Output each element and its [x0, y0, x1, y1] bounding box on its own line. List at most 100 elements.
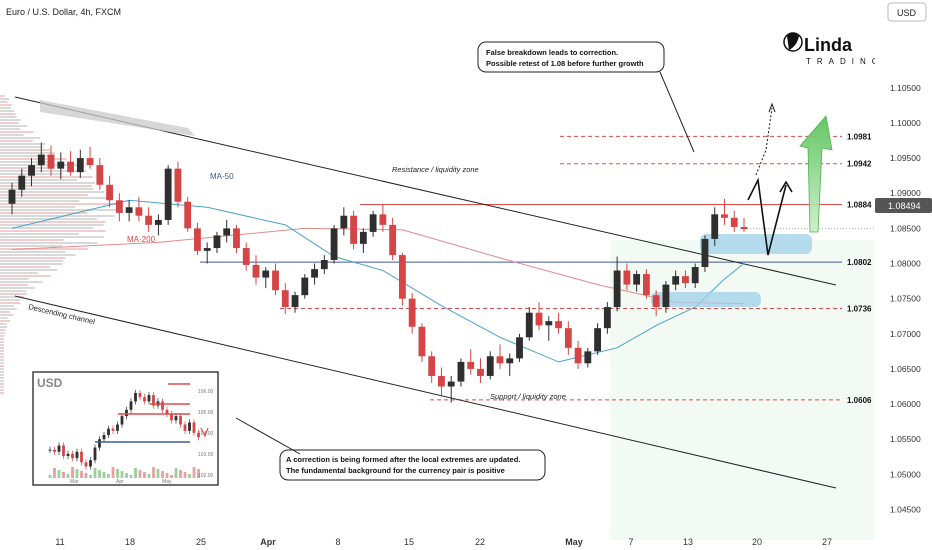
candle-body: [389, 224, 397, 256]
inset-y-tick: 104.00: [198, 431, 214, 437]
bullish-green-arrow: [799, 115, 833, 233]
inset-y-tick: 103.00: [198, 452, 214, 458]
price-levels: 1.0981 1.0942 1.0884 1.0802 1.0736 1.0606: [200, 132, 875, 405]
inset-candle-body: [71, 453, 74, 459]
logo-subtext: TRADING: [806, 57, 884, 66]
price-tick: 1.06500: [890, 364, 921, 374]
candle-body: [359, 231, 367, 244]
callout-top-pointer: [659, 71, 695, 153]
price-tick: 1.08500: [890, 223, 921, 233]
volume-profile-bar: [0, 272, 38, 274]
price-tick: 1.09000: [890, 188, 921, 198]
candle-body: [652, 295, 660, 308]
volume-profile-bar: [0, 365, 4, 367]
volume-profile-bar: [0, 197, 114, 199]
volume-profile-bar: [0, 275, 51, 277]
inset-x-tick: May: [162, 479, 172, 485]
ma200-label: MA-200: [127, 235, 156, 244]
inset-candle-body: [116, 424, 119, 431]
upper-liquidity-band: [40, 100, 195, 136]
volume-profile-bar: [0, 149, 51, 151]
currency-button-label[interactable]: USD: [897, 8, 917, 18]
volume-profile-bar: [0, 302, 21, 304]
volume-profile-bar: [0, 242, 98, 244]
inset-candle-body: [102, 435, 106, 440]
inset-volume-bar: [147, 474, 151, 478]
volume-profile-bar: [0, 359, 4, 361]
volume-profile-bar: [0, 254, 76, 256]
candle-body: [57, 161, 65, 169]
callout-top-box: [477, 41, 665, 73]
volume-profile-bar: [0, 350, 4, 352]
price-axis[interactable]: 1.10500 1.10000 1.09500 1.09000 1.08500 1.080…: [875, 0, 932, 550]
candle-body: [672, 276, 680, 285]
volume-profile-bar: [0, 380, 4, 382]
volume-profile-bar: [0, 287, 35, 289]
channel-lower-line: [14, 295, 837, 489]
volume-profile-bar: [0, 137, 40, 139]
volume-profile-bar: [0, 248, 88, 250]
volume-profile-bar: [0, 332, 6, 334]
currency-button-box[interactable]: [887, 2, 927, 22]
volume-profile-bar: [0, 278, 29, 280]
level-label: 1.0606: [847, 396, 872, 405]
candle-body: [564, 328, 572, 348]
time-axis[interactable]: 11 18 25 Apr 8 15 22 May 7 13 20 27: [55, 537, 832, 547]
inset-frame: [32, 371, 219, 486]
support-zone-1.08: [700, 234, 812, 254]
inset-volume-bar: [107, 474, 110, 478]
volume-profile-bar: [0, 356, 4, 358]
volume-profile-bar: [0, 389, 4, 391]
currency-button[interactable]: USD: [887, 2, 927, 22]
candle-body: [496, 356, 504, 364]
inset-volume-bar: [197, 469, 200, 478]
volume-profile-bar: [0, 284, 28, 286]
candle-body: [252, 264, 260, 278]
inset-candle-body: [174, 416, 178, 421]
candle-body: [428, 356, 436, 376]
inset-volume-bar: [188, 474, 191, 478]
candle-body: [301, 277, 309, 296]
inset-volume-bar: [75, 469, 79, 478]
volume-profile-bar: [0, 203, 119, 205]
candle-body: [447, 381, 455, 387]
callout-bottom: A correction is being formed after the l…: [235, 417, 546, 481]
volume-profile-bar: [0, 212, 88, 214]
time-tick: 11: [55, 537, 64, 547]
volume-profile-bar: [0, 155, 53, 157]
volume-profile-bar: [0, 104, 12, 106]
inset-volume-bar: [93, 468, 97, 478]
price-tick: 1.09500: [890, 153, 921, 163]
volume-profile-bar: [0, 140, 33, 142]
candle-body: [145, 215, 153, 225]
candle-body: [76, 158, 84, 173]
volume-profile-bar: [0, 353, 4, 355]
inset-candle-body: [170, 414, 173, 421]
volume-profile-bar: [0, 113, 16, 115]
time-tick: 22: [475, 537, 485, 547]
time-tick: 7: [628, 537, 633, 547]
price-tick: 1.05500: [890, 434, 921, 444]
candle-body: [662, 284, 670, 308]
callout-bottom-line-1: A correction is being formed after the l…: [286, 455, 520, 464]
symbol-title: Euro / U.S. Dollar, 4h, FXCM: [6, 7, 121, 17]
volume-profile-bar: [0, 209, 120, 211]
volume-profile-bar: [0, 110, 15, 112]
inset-volume-bar: [183, 472, 187, 478]
time-tick: 20: [752, 537, 762, 547]
volume-profile-bar: [0, 368, 4, 370]
price-tick: 1.06000: [890, 399, 921, 409]
candle-body: [603, 307, 611, 329]
support-zone-label: Support / liquidity zone: [490, 392, 566, 401]
candle-body: [37, 154, 45, 166]
volume-profile-bar: [0, 329, 6, 331]
candle-body: [721, 214, 728, 218]
inset-y-tick: 102.00: [198, 473, 214, 479]
callout-bottom-pointer: [235, 417, 301, 455]
volume-profile-bar: [0, 95, 5, 97]
volume-profile-bar: [0, 161, 53, 163]
volume-profile-bar: [0, 194, 89, 196]
callout-top: False breakdown leads to correction. Pos…: [477, 41, 695, 153]
resistance-zone-label: Resistance / liquidity zone: [392, 165, 479, 174]
